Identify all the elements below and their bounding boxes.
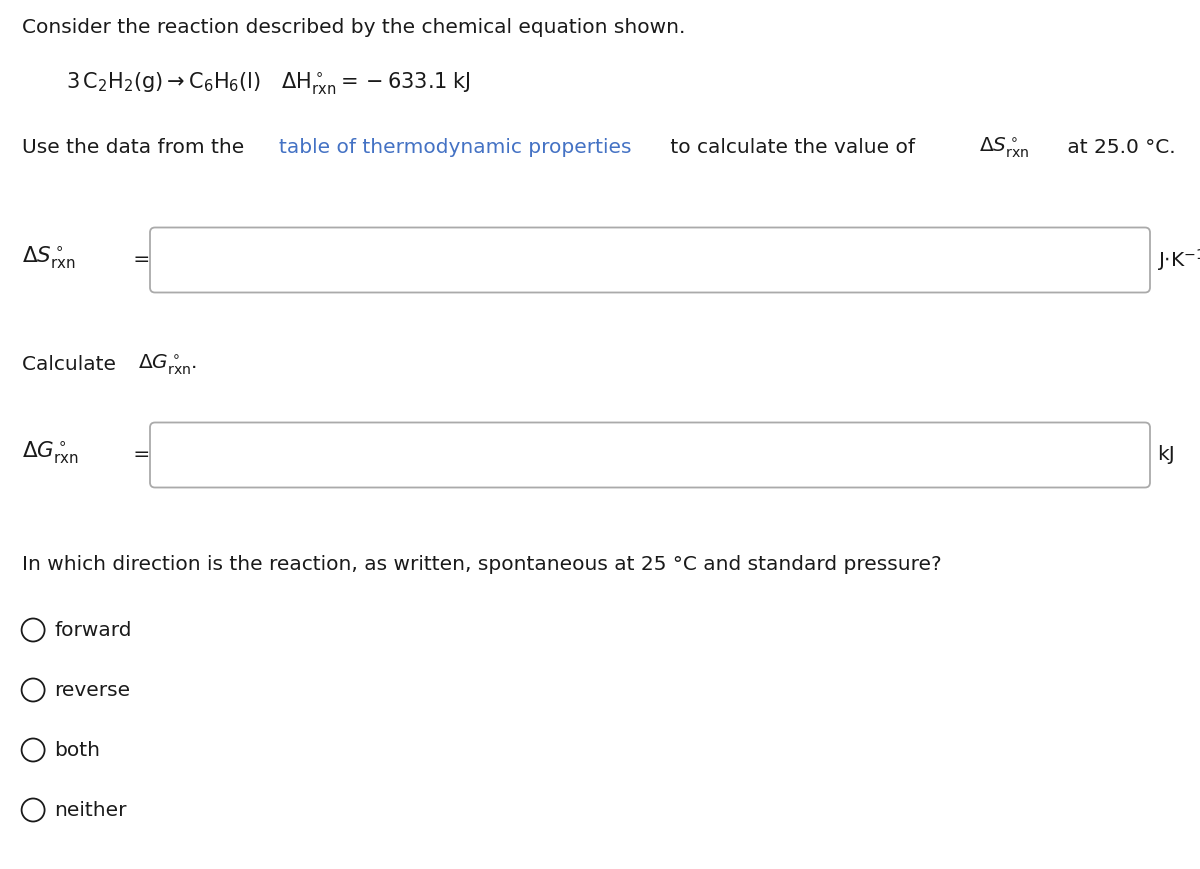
Text: Use the data from the: Use the data from the: [22, 138, 251, 157]
Text: table of thermodynamic properties: table of thermodynamic properties: [278, 138, 631, 157]
Text: $\Delta S^\circ_{\rm rxn}$: $\Delta S^\circ_{\rm rxn}$: [979, 136, 1030, 160]
Text: =: =: [127, 250, 150, 269]
Text: forward: forward: [55, 620, 132, 640]
Text: $\Delta S^\circ_{\rm rxn}$: $\Delta S^\circ_{\rm rxn}$: [22, 245, 76, 271]
Text: kJ: kJ: [1157, 446, 1175, 465]
Text: neither: neither: [55, 800, 127, 819]
FancyBboxPatch shape: [150, 422, 1150, 488]
Text: both: both: [55, 740, 101, 760]
Text: In which direction is the reaction, as written, spontaneous at 25 °C and standar: In which direction is the reaction, as w…: [22, 555, 941, 574]
Text: $\Delta G^\circ_{\rm rxn}$.: $\Delta G^\circ_{\rm rxn}$.: [138, 353, 198, 377]
FancyBboxPatch shape: [150, 228, 1150, 293]
Text: to calculate the value of: to calculate the value of: [664, 138, 922, 157]
Text: $\mathregular{3\,C_2H_2(g)\rightarrow C_6H_6(l)}$$\quad\mathregular{\Delta H^\ci: $\mathregular{3\,C_2H_2(g)\rightarrow C_…: [66, 70, 470, 96]
Text: Calculate: Calculate: [22, 355, 122, 374]
Text: $\Delta G^\circ_{\rm rxn}$: $\Delta G^\circ_{\rm rxn}$: [22, 440, 78, 466]
Text: reverse: reverse: [55, 680, 131, 700]
Text: at 25.0 °C.: at 25.0 °C.: [1061, 138, 1176, 157]
Text: Consider the reaction described by the chemical equation shown.: Consider the reaction described by the c…: [22, 18, 685, 37]
Text: =: =: [127, 446, 150, 465]
Text: J$\cdot$K$^{-1}$: J$\cdot$K$^{-1}$: [1157, 247, 1200, 273]
